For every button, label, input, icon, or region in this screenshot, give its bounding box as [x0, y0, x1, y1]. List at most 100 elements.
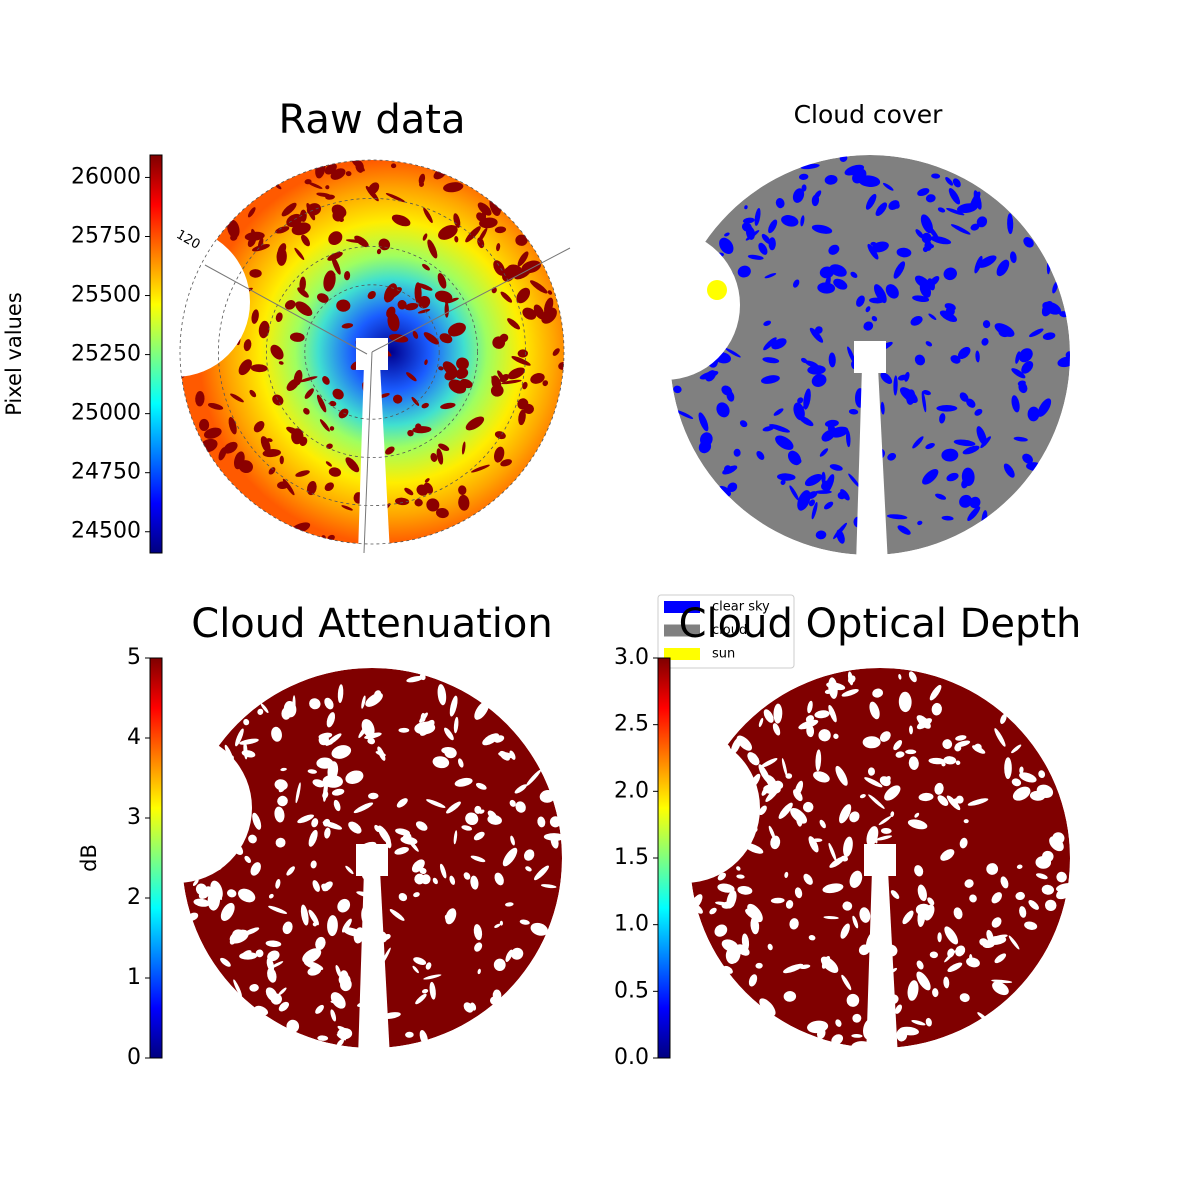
texture-blob — [315, 936, 326, 951]
texture-blob — [851, 1041, 873, 1054]
texture-blob — [523, 403, 534, 414]
texture-blob — [195, 883, 208, 896]
texture-blob — [773, 703, 783, 724]
texture-blob — [515, 801, 526, 813]
texture-blob — [839, 804, 852, 824]
texture-blob — [381, 503, 391, 512]
texture-blob — [494, 431, 506, 440]
texture-blob — [1019, 906, 1027, 918]
texture-blob — [465, 416, 485, 431]
texture-blob — [747, 903, 763, 923]
texture-blob — [937, 795, 949, 806]
texture-blob — [714, 924, 728, 937]
texture-blob — [966, 957, 980, 968]
texture-blob — [716, 252, 725, 257]
texture-blob — [460, 378, 473, 389]
texture-blob — [509, 799, 516, 807]
texture-blob — [414, 498, 423, 507]
texture-blob — [308, 909, 319, 926]
texture-blob — [748, 974, 758, 987]
texture-blob — [195, 390, 205, 407]
texture-blob — [490, 384, 504, 397]
texture-blob — [711, 832, 718, 839]
texture-blob — [823, 916, 839, 920]
texture-blob — [477, 227, 488, 243]
texture-blob — [890, 890, 900, 899]
texture-blob — [220, 957, 231, 967]
image-background — [690, 668, 1070, 1048]
texture-blob — [525, 866, 532, 872]
texture-blob — [824, 501, 834, 510]
texture-blob — [893, 375, 898, 396]
texture-blob — [816, 1028, 826, 1039]
texture-blob — [324, 827, 331, 839]
texture-blob — [887, 452, 897, 461]
texture-blob — [863, 1019, 876, 1040]
texture-blob — [335, 965, 342, 978]
texture-blob — [783, 963, 804, 974]
texture-blob — [946, 207, 965, 216]
texture-blob — [945, 306, 955, 316]
texture-blob — [876, 925, 890, 939]
texture-blob — [777, 473, 796, 481]
texture-blob — [737, 265, 751, 278]
texture-blob — [241, 950, 252, 958]
texture-blob — [301, 234, 310, 247]
texture-blob — [843, 836, 853, 857]
texture-blob — [437, 272, 447, 289]
texture-blob — [376, 248, 382, 255]
texture-blob — [847, 671, 854, 686]
polar-spoke — [204, 264, 368, 355]
texture-blob — [908, 756, 919, 770]
texture-blob — [357, 999, 378, 1008]
texture-blob — [815, 749, 822, 772]
texture-blob — [814, 710, 830, 719]
texture-blob — [229, 934, 239, 945]
texture-blob — [709, 907, 717, 915]
texture-blob — [734, 798, 750, 805]
texture-blob — [331, 256, 341, 275]
texture-blob — [927, 897, 935, 906]
texture-blob — [336, 1038, 345, 1047]
texture-blob — [193, 336, 206, 345]
texture-blob — [411, 396, 420, 406]
texture-blob — [214, 333, 231, 344]
texture-blob — [419, 181, 425, 187]
texture-blob — [180, 350, 196, 363]
texture-blob — [784, 871, 789, 878]
texture-blob — [436, 448, 444, 465]
texture-blob — [992, 981, 1009, 996]
texture-blob — [345, 457, 360, 473]
sky-image — [182, 668, 565, 1048]
texture-blob — [819, 819, 826, 829]
texture-blob — [322, 376, 330, 385]
texture-blob — [890, 811, 895, 817]
texture-blob — [982, 320, 991, 329]
texture-blob — [493, 260, 506, 276]
texture-blob — [747, 752, 760, 766]
texture-blob — [762, 357, 780, 364]
texture-blob — [828, 842, 837, 862]
texture-blob — [432, 756, 450, 769]
texture-blob — [507, 318, 521, 330]
texture-blob — [1008, 935, 1020, 950]
texture-blob — [367, 291, 376, 300]
texture-blob — [413, 892, 420, 898]
texture-blob — [1011, 395, 1020, 413]
texture-blob — [1037, 398, 1052, 417]
texture-blob — [811, 194, 820, 207]
texture-blob — [380, 947, 391, 966]
texture-blob — [333, 799, 341, 812]
texture-blob — [919, 282, 932, 298]
texture-blob — [691, 355, 700, 373]
texture-blob — [833, 733, 839, 739]
texture-blob — [423, 207, 433, 223]
texture-blob — [847, 346, 856, 364]
texture-blob — [742, 217, 755, 224]
texture-blob — [289, 522, 311, 535]
texture-blob — [1024, 921, 1038, 930]
texture-blob — [341, 505, 353, 511]
texture-blob — [836, 529, 845, 544]
texture-blob — [406, 372, 417, 382]
texture-blob — [673, 385, 682, 394]
